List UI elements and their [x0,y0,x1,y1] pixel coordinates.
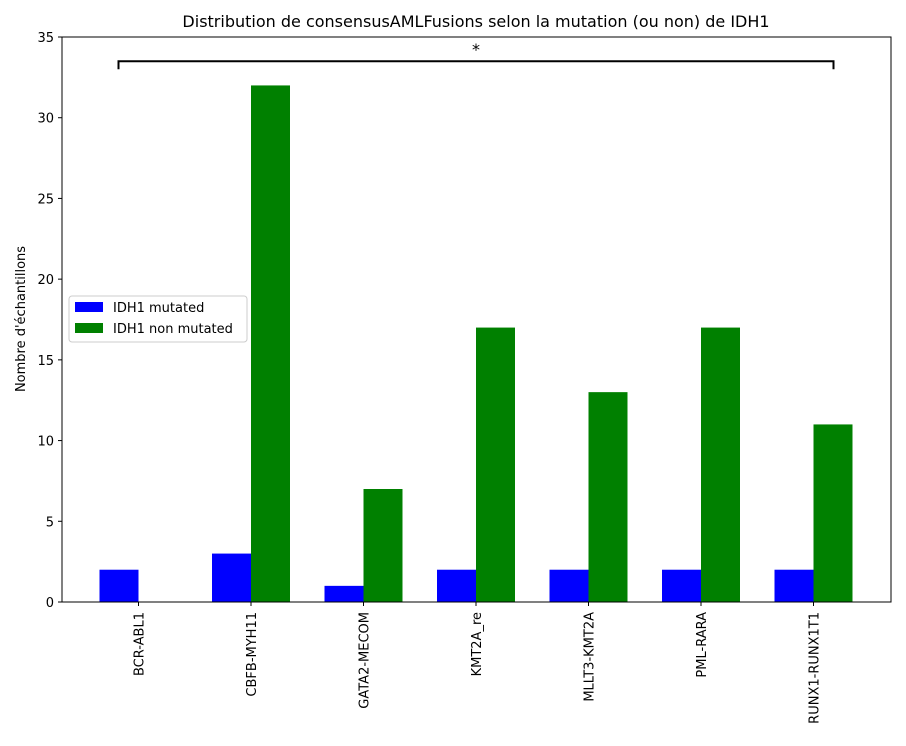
x-axis: BCR-ABL1 CBFB-MYH11 GATA2-MECOM KMT2A_re MLL… [133,602,823,724]
legend-swatch-non-mutated [75,323,103,333]
bar-mutated-2 [324,585,364,602]
bar-mutated-0 [99,569,139,602]
y-tick-label-3: 15 [37,354,54,369]
legend-label-non-mutated: IDH1 non mutated [113,322,233,337]
y-tick-label-1: 5 [46,515,54,530]
bar-mutated-4 [549,569,589,602]
bar-non-mutated-4 [588,392,628,602]
y-tick-label-2: 10 [37,435,54,450]
bar-non-mutated-1 [251,85,290,602]
bar-mutated-6 [774,569,814,602]
x-tick-label-4: MLLT3-KMT2A [583,612,598,702]
bar-mutated-1 [212,553,251,602]
y-axis: 0 5 10 15 20 25 30 35 [37,31,62,611]
chart-title: Distribution de consensusAMLFusions selo… [182,12,769,31]
bar-non-mutated-5 [701,327,740,602]
significance-annotation: * [117,40,835,70]
y-axis-label: Nombre d'échantillons [14,246,29,392]
x-tick-label-1: CBFB-MYH11 [245,612,260,697]
legend: IDH1 mutated IDH1 non mutated [68,295,248,343]
significance-marker: * [472,40,480,59]
bar-non-mutated-3 [476,327,515,602]
bar-mutated-3 [437,569,476,602]
y-tick-label-0: 0 [46,596,54,611]
bar-mutated-5 [662,569,701,602]
x-tick-label-2: GATA2-MECOM [358,612,373,709]
bar-non-mutated-6 [813,424,853,602]
x-tick-label-6: RUNX1-RUNX1T1 [808,612,823,724]
y-tick-label-5: 25 [37,192,54,207]
y-tick-label-4: 20 [37,273,54,288]
legend-frame [68,295,248,343]
plot-frame [61,36,892,603]
bar-non-mutated-2 [363,489,403,602]
x-tick-label-0: BCR-ABL1 [133,612,148,676]
significance-bracket [117,60,835,70]
legend-label-mutated: IDH1 mutated [113,301,204,316]
y-tick-label-6: 30 [37,112,54,127]
legend-swatch-mutated [75,302,103,312]
x-tick-label-3: KMT2A_re [470,612,485,676]
y-tick-label-7: 35 [37,31,54,46]
bars-group [99,85,853,602]
x-tick-label-5: PML-RARA [695,612,710,678]
